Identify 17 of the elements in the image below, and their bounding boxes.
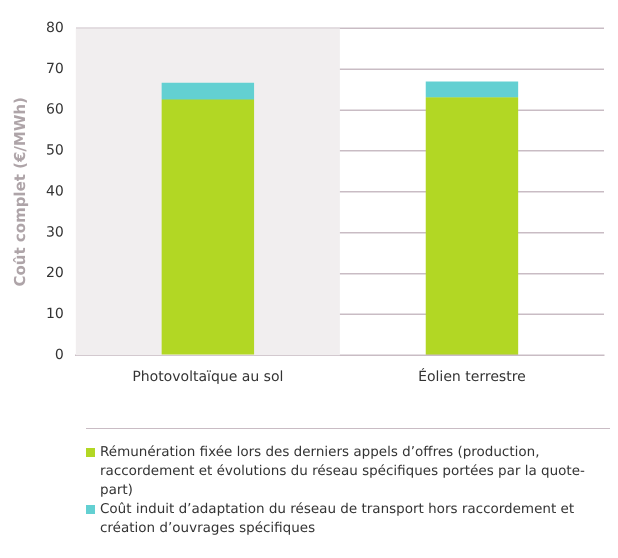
y-tick-label: 20 [46, 265, 64, 282]
bar [426, 97, 518, 354]
x-tick-label: Photovoltaïque au sol [132, 369, 284, 386]
y-tick-label: 30 [46, 224, 64, 240]
y-tick-label: 60 [46, 102, 64, 118]
y-tick-label: 50 [46, 142, 64, 159]
y-tick-label: 10 [46, 306, 64, 322]
legend-label: Rémunération fixée lors des derniers appels d’offres (production, raccordement et évolutions du réseau spécifiques portées par la quote-part) [100, 443, 586, 500]
y-tick-label: 70 [46, 60, 64, 77]
bar [162, 82, 254, 100]
bar [426, 82, 518, 98]
y-axis-title: Coût complet (€/MWh) [10, 97, 29, 287]
y-tick-label: 0 [54, 346, 64, 363]
y-tick-label: 40 [46, 183, 64, 200]
x-tick-label: Éolien terrestre [418, 368, 526, 386]
legend-label: Coût induit d’adaptation du réseau de transport hors raccordement et création d’ouvrages spécifiques [100, 500, 576, 538]
y-tick-label: 80 [46, 20, 64, 36]
